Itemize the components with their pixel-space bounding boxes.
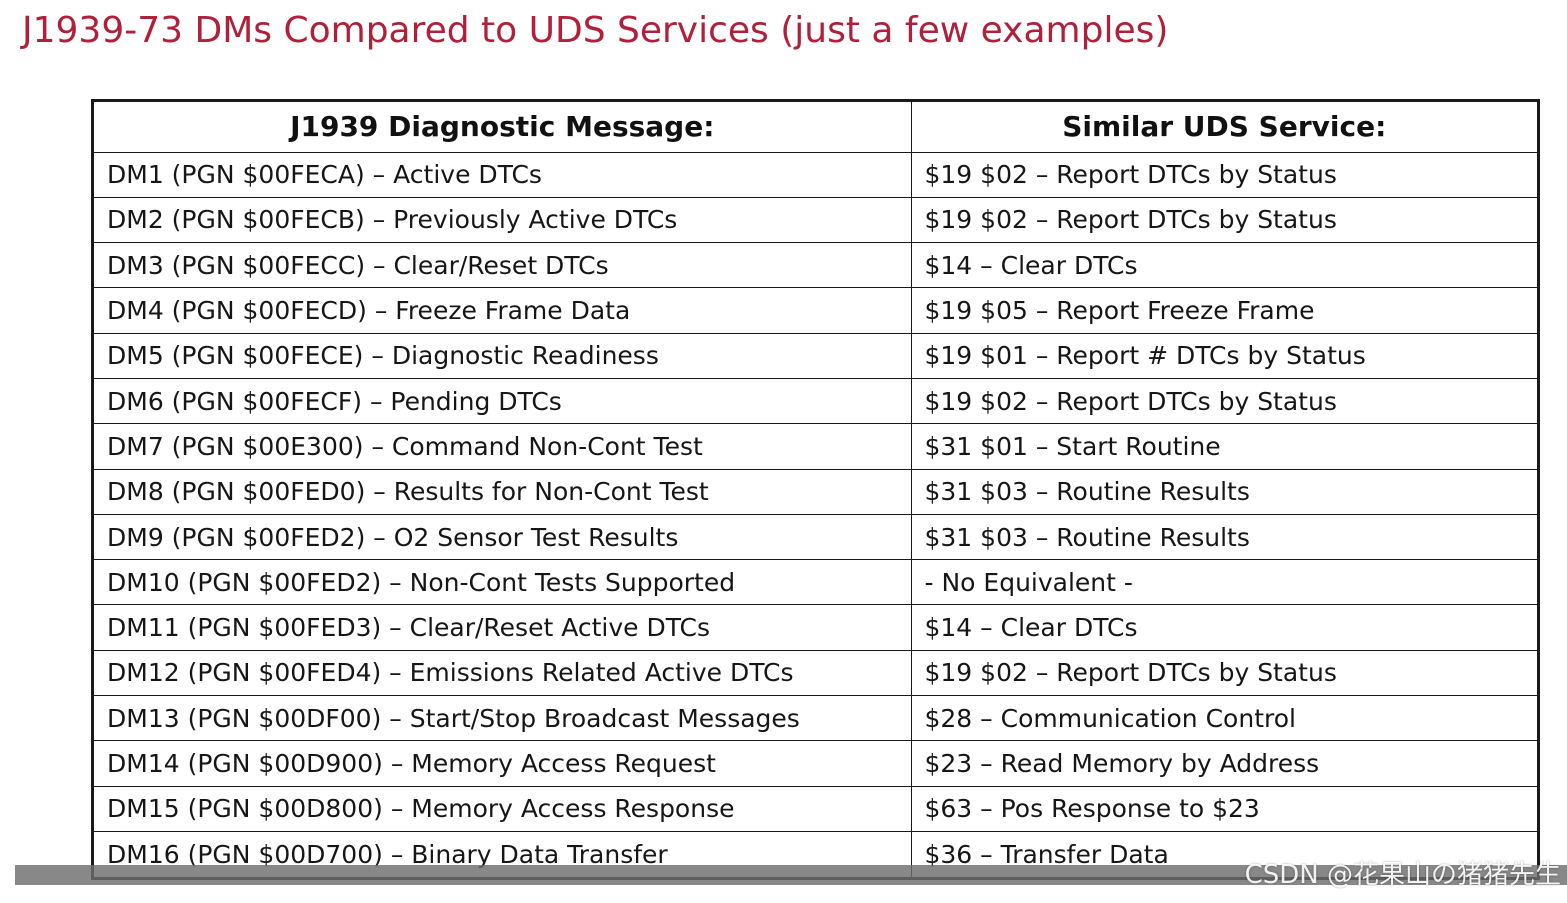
cell-j1939-message: DM13 (PGN $00DF00) – Start/Stop Broadcas…: [94, 695, 912, 742]
cell-uds-service: $14 – Clear DTCs: [910, 242, 1537, 289]
cell-j1939-message: DM10 (PGN $00FED2) – Non-Cont Tests Supp…: [94, 559, 912, 606]
table-row: DM6 (PGN $00FECF) – Pending DTCs $19 $02 …: [94, 377, 1537, 425]
cell-j1939-message: DM15 (PGN $00D800) – Memory Access Respo…: [94, 785, 912, 832]
csdn-watermark: CSDN @花果山の猪猪先生: [1244, 860, 1561, 890]
table-row: DM8 (PGN $00FED0) – Results for Non-Cont…: [94, 468, 1537, 515]
cell-uds-service: $19 $02 – Report DTCs by Status: [910, 151, 1537, 198]
cell-uds-service: $19 $02 – Report DTCs by Status: [910, 377, 1537, 425]
cell-uds-service: $31 $03 – Routine Results: [910, 513, 1537, 561]
comparison-table-frame: J1939 Diagnostic Message: Similar UDS Se…: [91, 99, 1540, 880]
cell-j1939-message: DM6 (PGN $00FECF) – Pending DTCs: [94, 377, 912, 425]
cell-j1939-message: DM4 (PGN $00FECD) – Freeze Frame Data: [94, 287, 912, 334]
cell-j1939-message: DM8 (PGN $00FED0) – Results for Non-Cont…: [94, 468, 912, 515]
cell-j1939-message: DM12 (PGN $00FED4) – Emissions Related A…: [94, 649, 912, 697]
cell-uds-service: $23 – Read Memory by Address: [910, 740, 1537, 787]
cell-uds-service: $19 $02 – Report DTCs by Status: [910, 649, 1537, 697]
cell-uds-service: $31 $03 – Routine Results: [910, 468, 1537, 515]
cell-j1939-message: DM9 (PGN $00FED2) – O2 Sensor Test Resul…: [94, 513, 912, 561]
table-row: DM4 (PGN $00FECD) – Freeze Frame Data $19…: [94, 287, 1537, 334]
table-row: DM2 (PGN $00FECB) – Previously Active DT…: [94, 196, 1537, 244]
cell-uds-service: $31 $01 – Start Routine: [910, 423, 1537, 470]
comparison-table: J1939 Diagnostic Message: Similar UDS Se…: [94, 102, 1537, 877]
cell-uds-service: $28 – Communication Control: [910, 695, 1537, 742]
cell-j1939-message: DM11 (PGN $00FED3) – Clear/Reset Active …: [94, 604, 912, 651]
table-row: DM9 (PGN $00FED2) – O2 Sensor Test Resul…: [94, 513, 1537, 561]
cell-uds-service: - No Equivalent -: [910, 559, 1537, 606]
cell-j1939-message: DM2 (PGN $00FECB) – Previously Active DT…: [94, 196, 912, 244]
cell-j1939-message: DM1 (PGN $00FECA) – Active DTCs: [94, 151, 912, 198]
cell-uds-service: $14 – Clear DTCs: [910, 604, 1537, 651]
column-header-uds: Similar UDS Service:: [910, 102, 1537, 153]
table-row: DM1 (PGN $00FECA) – Active DTCs $19 $02 –…: [94, 151, 1537, 198]
cell-j1939-message: DM7 (PGN $00E300) – Command Non-Cont Tes…: [94, 423, 912, 470]
cell-uds-service: $19 $01 – Report # DTCs by Status: [910, 332, 1537, 379]
video-progress-bar: [15, 865, 1567, 885]
table-row: DM5 (PGN $00FECE) – Diagnostic Readiness…: [94, 332, 1537, 379]
table-body: DM1 (PGN $00FECA) – Active DTCs $19 $02 –…: [94, 151, 1537, 877]
table-row: DM3 (PGN $00FECC) – Clear/Reset DTCs $14 …: [94, 242, 1537, 289]
cell-uds-service: $63 – Pos Response to $23: [910, 785, 1537, 832]
table-row: DM15 (PGN $00D800) – Memory Access Respo…: [94, 785, 1537, 832]
cell-j1939-message: DM3 (PGN $00FECC) – Clear/Reset DTCs: [94, 242, 912, 289]
cell-j1939-message: DM14 (PGN $00D900) – Memory Access Reque…: [94, 740, 912, 787]
cell-uds-service: $19 $02 – Report DTCs by Status: [910, 196, 1537, 244]
table-row: DM11 (PGN $00FED3) – Clear/Reset Active …: [94, 604, 1537, 651]
page-title: J1939-73 DMs Compared to UDS Services (j…: [22, 10, 1169, 51]
cell-uds-service: $19 $05 – Report Freeze Frame: [910, 287, 1537, 334]
table-header-row: J1939 Diagnostic Message: Similar UDS Se…: [94, 102, 1537, 153]
table-row: DM12 (PGN $00FED4) – Emissions Related A…: [94, 649, 1537, 697]
column-header-j1939: J1939 Diagnostic Message:: [94, 102, 912, 153]
table-row: DM13 (PGN $00DF00) – Start/Stop Broadcas…: [94, 695, 1537, 742]
table-row: DM7 (PGN $00E300) – Command Non-Cont Tes…: [94, 423, 1537, 470]
table-row: DM10 (PGN $00FED2) – Non-Cont Tests Supp…: [94, 559, 1537, 606]
table-row: DM14 (PGN $00D900) – Memory Access Reque…: [94, 740, 1537, 787]
cell-j1939-message: DM5 (PGN $00FECE) – Diagnostic Readiness: [94, 332, 912, 379]
